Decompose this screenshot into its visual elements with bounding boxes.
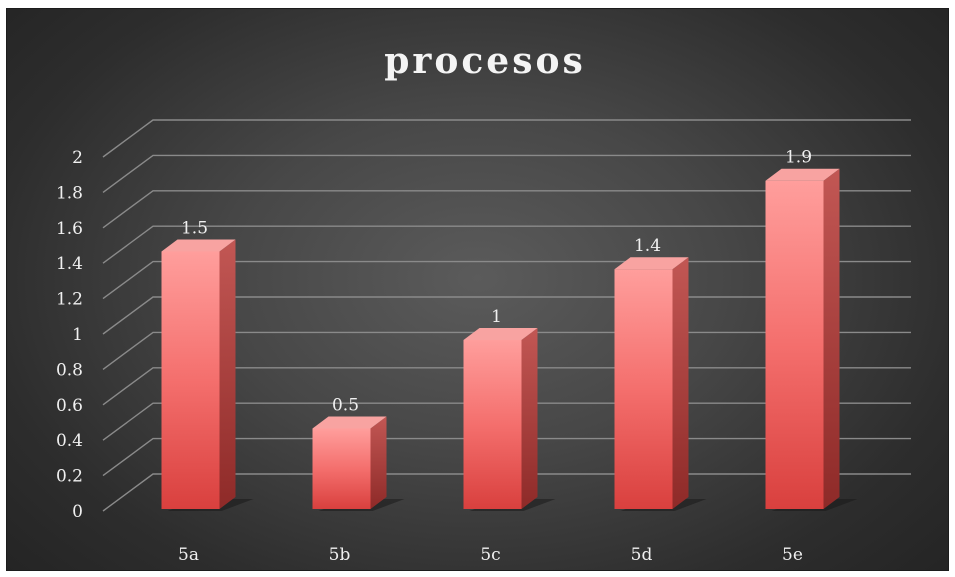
x-tick-label: 5c — [480, 545, 500, 565]
data-label: 1.4 — [634, 236, 661, 256]
bar-5b — [312, 416, 405, 511]
bar-5a — [161, 239, 254, 511]
bar-front — [614, 269, 673, 509]
bar-side — [823, 168, 840, 509]
gridline — [102, 154, 911, 193]
y-axis: 0 0.2 0.4 0.6 0.8 1 1.2 1.4 1.6 1.8 2 — [56, 148, 83, 522]
bars: 1.5 0.5 1 1.4 1.9 — [161, 148, 858, 511]
data-label: 1 — [491, 307, 502, 327]
bar-side — [672, 257, 689, 509]
data-label: 1.5 — [181, 219, 208, 239]
x-tick-label: 5a — [178, 545, 199, 565]
x-tick-label: 5d — [631, 545, 653, 565]
gridline — [102, 190, 911, 229]
bar-5e — [765, 168, 858, 511]
category-axis: 5a 5b 5c 5d 5e — [178, 545, 803, 565]
y-tick-label: 1.8 — [56, 183, 83, 203]
chart-title: procesos — [384, 40, 586, 82]
bar-front — [161, 251, 220, 509]
y-tick-label: 0.6 — [56, 396, 83, 416]
bar-top — [614, 257, 689, 270]
bar-side — [219, 239, 236, 509]
gridline — [102, 225, 911, 264]
chart-area: procesos 0 0.2 0.4 0.6 0.8 1 1.2 1.4 1.6 1.8 2 1.5… — [6, 8, 949, 571]
bar-top — [312, 416, 387, 429]
bar-5c — [463, 328, 556, 511]
y-tick-label: 0 — [72, 502, 83, 522]
gridline — [102, 119, 911, 158]
bar-5d — [614, 257, 707, 511]
gridlines — [102, 119, 911, 512]
y-tick-label: 1.2 — [56, 290, 83, 310]
bar-front — [312, 428, 371, 509]
bar-chart: procesos 0 0.2 0.4 0.6 0.8 1 1.2 1.4 1.6 1.8 2 1.5… — [56, 40, 911, 565]
y-tick-label: 1.6 — [56, 219, 83, 239]
y-tick-label: 1.4 — [56, 254, 83, 274]
bar-front — [765, 180, 824, 509]
bar-top — [463, 328, 538, 340]
bar-side — [521, 328, 538, 509]
data-label: 1.9 — [785, 148, 812, 168]
x-tick-label: 5b — [329, 545, 351, 565]
bar-side — [370, 416, 387, 509]
bar-front — [463, 340, 522, 509]
y-tick-label: 0.8 — [56, 360, 83, 380]
data-label: 0.5 — [332, 396, 359, 416]
bar-top — [765, 168, 840, 181]
y-tick-label: 2 — [72, 148, 83, 168]
y-tick-label: 1 — [72, 325, 83, 345]
y-tick-label: 0.2 — [56, 467, 83, 487]
bar-top — [161, 239, 236, 252]
x-tick-label: 5e — [782, 545, 803, 565]
y-tick-label: 0.4 — [56, 431, 83, 451]
